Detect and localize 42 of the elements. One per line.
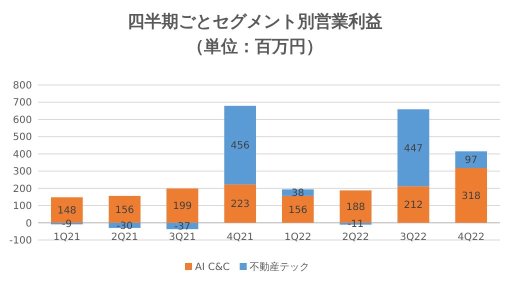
data-label: 156 [115, 204, 134, 216]
bar [397, 186, 430, 223]
data-label: 212 [404, 200, 423, 212]
x-tick-label: 4Q21 [226, 232, 254, 243]
bar [224, 106, 256, 184]
y-tick-label: 0 [26, 218, 32, 230]
bar [455, 168, 488, 223]
x-tick-label: 2Q22 [342, 232, 370, 243]
y-tick-label: 300 [12, 166, 32, 178]
y-tick-label: 200 [12, 184, 32, 195]
y-tick-label: 800 [12, 80, 32, 92]
y-tick-label: 500 [12, 132, 32, 144]
data-label: 199 [172, 201, 192, 212]
x-tick-label: 1Q22 [284, 232, 312, 243]
y-tick-label: -100 [9, 236, 32, 246]
x-tick-label: 4Q22 [458, 232, 485, 243]
data-label: 223 [230, 199, 250, 210]
bar [397, 109, 430, 186]
x-tick-label: 1Q21 [53, 232, 80, 243]
chart-subtitle: （単位：百万円） [187, 37, 323, 57]
data-label: 447 [404, 143, 423, 154]
data-label: 148 [57, 206, 76, 217]
x-tick-label: 2Q21 [111, 232, 138, 243]
y-tick-label: 700 [12, 98, 32, 109]
bar [455, 151, 488, 168]
bar [166, 188, 198, 223]
x-tick-label: 3Q22 [400, 232, 427, 243]
x-tick-label: 3Q21 [168, 232, 196, 243]
y-tick-label: 400 [12, 149, 32, 160]
chart-title: 四半期ごとセグメント別営業利益 [128, 12, 382, 32]
data-label: 318 [462, 190, 481, 202]
data-label: 188 [346, 202, 366, 214]
data-label: 156 [288, 204, 308, 216]
bar [108, 196, 141, 223]
legend-label: 不動産テック [250, 261, 310, 273]
bar [224, 184, 256, 223]
bar [282, 196, 314, 223]
data-label: 97 [464, 155, 478, 166]
legend-label: AI C&C [195, 262, 230, 273]
y-tick-label: 100 [12, 201, 32, 212]
y-tick-label: 600 [12, 114, 32, 126]
data-label: 456 [230, 140, 250, 152]
